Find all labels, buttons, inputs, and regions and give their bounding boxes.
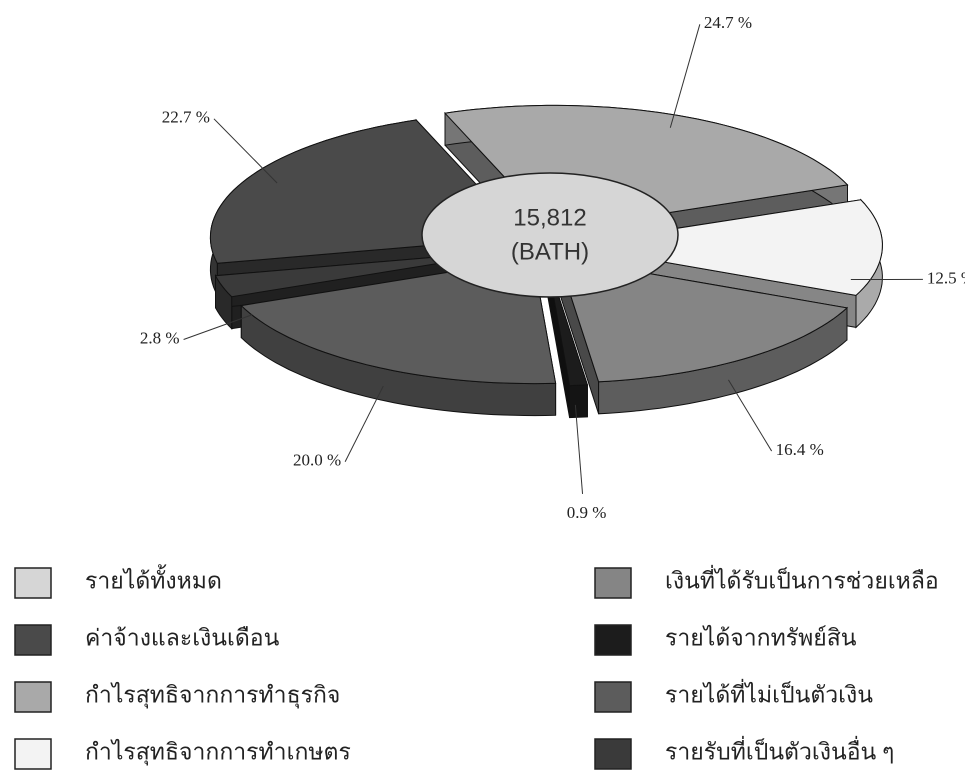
leader-line bbox=[574, 404, 584, 494]
value-label: 24.7 % bbox=[704, 13, 752, 32]
center-ellipse bbox=[421, 172, 679, 298]
legend-swatch bbox=[14, 738, 52, 770]
value-label: 16.4 % bbox=[776, 440, 824, 459]
legend-swatch bbox=[594, 567, 632, 599]
center-label: 15,812 bbox=[513, 204, 586, 231]
leader-line bbox=[344, 385, 384, 462]
legend-swatch bbox=[14, 681, 52, 713]
legend-swatch bbox=[594, 738, 632, 770]
value-label: 0.9 % bbox=[567, 503, 607, 522]
legend-label: เงินที่ได้รับเป็นการช่วยเหลือ bbox=[665, 564, 939, 593]
legend-label: รายรับที่เป็นตัวเงินอื่น ๆ bbox=[665, 735, 894, 764]
value-label: 20.0 % bbox=[293, 451, 341, 470]
leader-line bbox=[727, 379, 773, 452]
slice-top bbox=[557, 257, 849, 383]
slice-top bbox=[240, 258, 557, 385]
leader-line bbox=[669, 24, 701, 128]
legend-swatch bbox=[14, 567, 52, 599]
legend-label: กำไรสุทธิจากการทำเกษตร bbox=[85, 738, 351, 765]
slice-wall bbox=[569, 384, 588, 419]
value-label: 2.8 % bbox=[140, 328, 180, 347]
value-label: 22.7 % bbox=[162, 108, 210, 127]
legend-swatch bbox=[594, 624, 632, 656]
center-label: (BATH) bbox=[511, 238, 589, 265]
legend-label: ค่าจ้างและเงินเดือน bbox=[85, 625, 280, 650]
legend-label: รายได้ที่ไม่เป็นตัวเงิน bbox=[665, 678, 873, 707]
slice-top bbox=[567, 199, 883, 296]
legend-swatch bbox=[594, 681, 632, 713]
legend-label: กำไรสุทธิจากการทำธุรกิจ bbox=[85, 681, 340, 708]
leader-line bbox=[183, 314, 253, 340]
value-label: 12.5 % bbox=[927, 268, 965, 287]
legend-swatch bbox=[14, 624, 52, 656]
legend-label: รายได้ทั้งหมด bbox=[85, 564, 222, 593]
leader-line bbox=[213, 118, 278, 184]
legend-label: รายได้จากทรัพย์สิน bbox=[665, 624, 857, 650]
